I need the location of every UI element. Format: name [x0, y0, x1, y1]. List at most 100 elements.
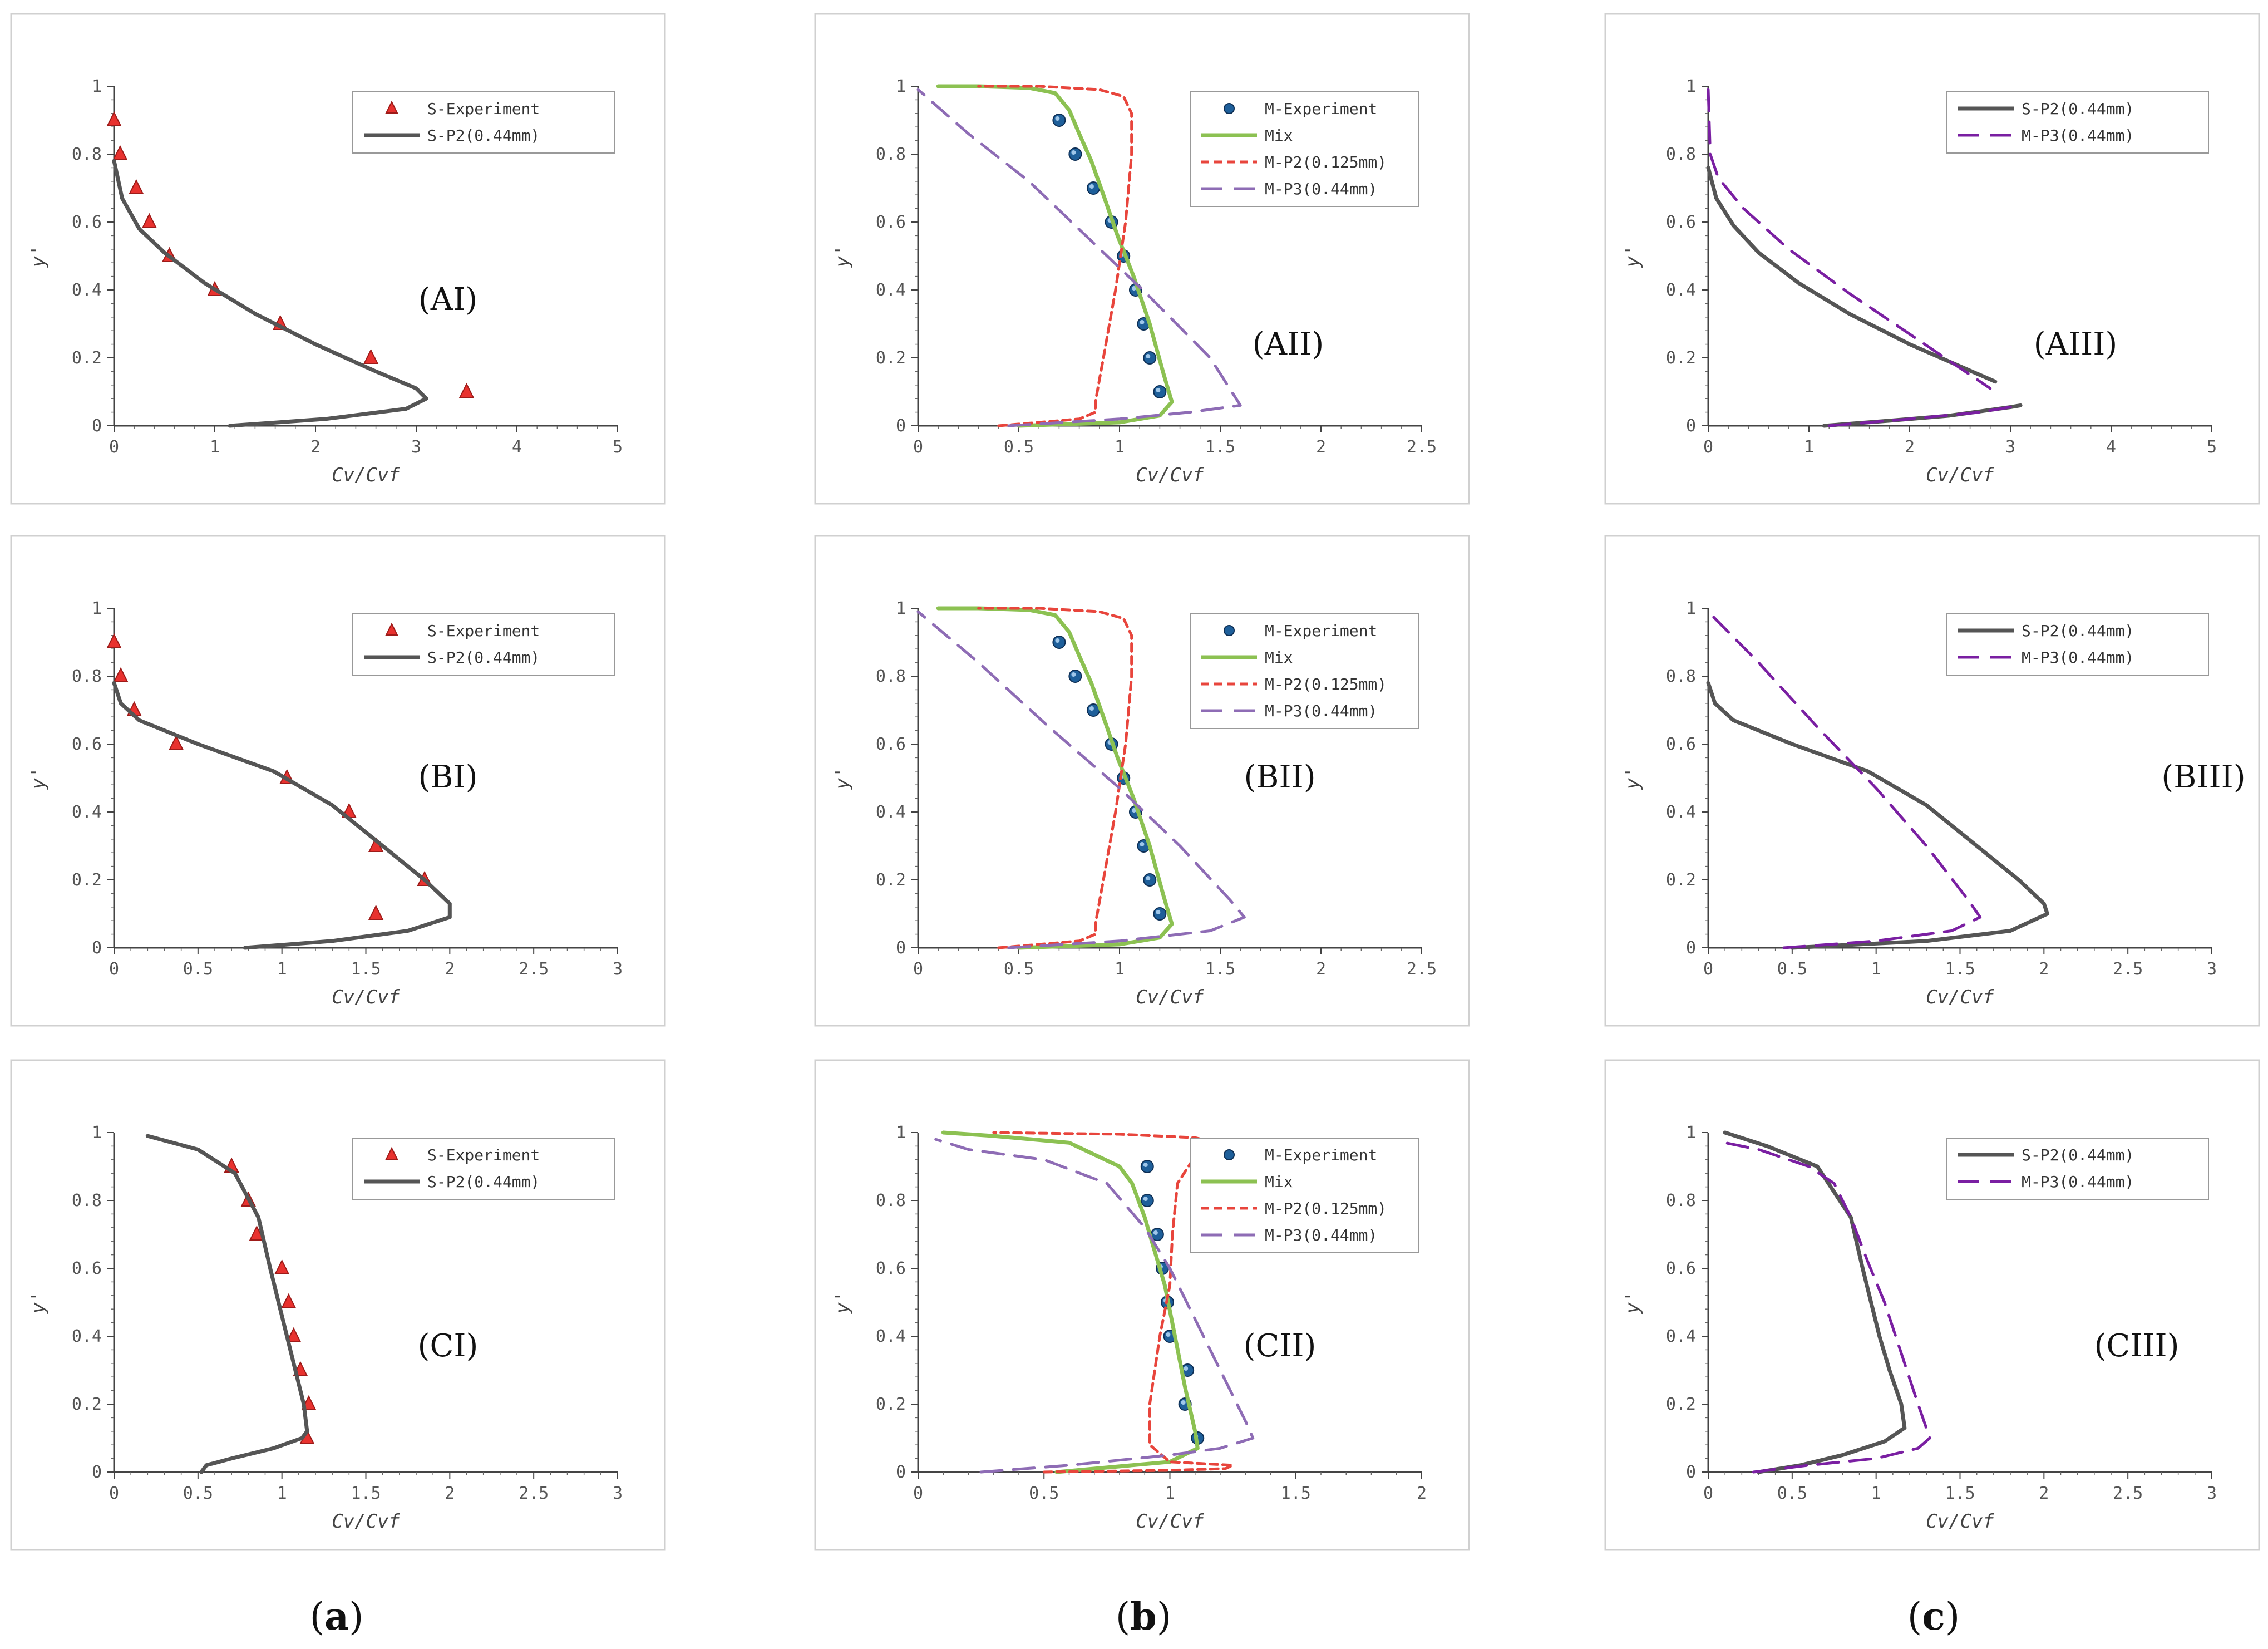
y-tick-label: 0.2 — [876, 1395, 906, 1414]
data-point-triangle — [368, 904, 384, 920]
y-tick-label: 0.8 — [72, 1191, 102, 1210]
x-tick-label: 3 — [613, 1484, 623, 1503]
y-axis-label: y' — [27, 767, 50, 790]
y-tick-label: 1 — [1686, 77, 1696, 96]
y-tick-label: 1 — [92, 599, 102, 618]
data-point-highlight — [1071, 672, 1076, 677]
data-point-highlight — [1131, 286, 1136, 291]
panel-tag: (CIII) — [2094, 1328, 2180, 1364]
legend-label: M-Experiment — [1265, 622, 1377, 640]
legend: M-Experiment Mix M-P2(0.125mm) M-P3(0.44mm) — [1190, 91, 1419, 207]
legend-label: M-P3(0.44mm) — [1265, 1226, 1377, 1244]
chart-panel-ci: 0 0.5 1 1.5 2 2.5 3 0 0.2 0.4 0.6 0.8 1 Cv/Cvf y' S-Exp… — [10, 1059, 666, 1551]
y-tick-label: 0.4 — [72, 1327, 102, 1346]
series-line-s-p2-0-44mm- — [145, 1134, 309, 1474]
legend-label: S-P2(0.44mm) — [427, 648, 540, 667]
x-tick-label: 1 — [1115, 959, 1125, 979]
y-tick-label: 0.8 — [72, 667, 102, 686]
data-point-circle — [1068, 670, 1082, 683]
x-tick-label: 2 — [2039, 959, 2049, 979]
x-tick-label: 1 — [277, 1484, 287, 1503]
data-point-triangle — [458, 382, 475, 398]
panel-frame — [1604, 1059, 2260, 1551]
legend-label: S-P2(0.44mm) — [427, 1173, 540, 1191]
panel-frame — [10, 13, 666, 505]
x-tick-label: 0.5 — [183, 1484, 213, 1503]
legend-marker-triangle — [385, 1146, 398, 1160]
legend-label: S-P2(0.44mm) — [2022, 1146, 2134, 1164]
legend-label: M-P2(0.125mm) — [1265, 675, 1387, 693]
series-line-m-p3-0-44mm- — [1723, 1141, 1931, 1474]
legend-label: M-P2(0.125mm) — [1265, 153, 1387, 171]
y-tick-label: 1 — [92, 1123, 102, 1143]
y-tick-label: 0 — [1686, 416, 1696, 436]
y-tick-label: 0.8 — [1666, 667, 1696, 686]
data-point-highlight — [1181, 1400, 1186, 1405]
x-tick-label: 5 — [2207, 437, 2217, 457]
x-tick-label: 2.5 — [1407, 959, 1437, 979]
legend-marker-circle — [1224, 1149, 1235, 1160]
data-point-highlight — [1156, 910, 1161, 914]
x-tick-label: 2 — [310, 437, 321, 457]
x-tick-label: 2 — [1417, 1484, 1427, 1503]
x-axis-label: Cv/Cvf — [332, 986, 400, 1008]
legend-label: S-P2(0.44mm) — [2022, 100, 2134, 118]
data-point-triangle — [113, 667, 129, 682]
data-point-triangle — [106, 633, 122, 648]
x-axis-label: Cv/Cvf — [1926, 464, 1994, 486]
chart-panel-aiii: 0 1 2 3 4 5 0 0.2 0.4 0.6 0.8 1 Cv/Cvf y' S-P2(0.44mm)… — [1604, 13, 2260, 505]
x-tick-label: 3 — [411, 437, 421, 457]
x-tick-label: 4 — [2106, 437, 2116, 457]
x-tick-label: 1 — [1165, 1484, 1175, 1503]
panel-frame — [1604, 13, 2260, 505]
series-line-m-p3-0-44mm- — [916, 88, 1242, 427]
data-point-triangle — [106, 111, 122, 126]
data-point-highlight — [1071, 150, 1076, 155]
legend-box — [352, 1138, 615, 1200]
legend-box — [352, 613, 615, 676]
x-tick-label: 3 — [613, 959, 623, 979]
y-tick-label: 1 — [896, 77, 906, 96]
y-tick-label: 0.4 — [876, 1327, 906, 1346]
x-tick-label: 3 — [2005, 437, 2015, 457]
y-tick-label: 0.8 — [1666, 145, 1696, 164]
y-tick-label: 0 — [896, 1463, 906, 1482]
x-tick-label: 4 — [512, 437, 522, 457]
y-tick-label: 1 — [92, 77, 102, 96]
y-tick-label: 0.2 — [1666, 870, 1696, 890]
legend-label: M-P3(0.44mm) — [2022, 648, 2134, 667]
x-tick-label: 0 — [109, 437, 119, 457]
panel-frame — [814, 1059, 1470, 1551]
x-tick-label: 1 — [277, 959, 287, 979]
series-line-m-p3-0-44mm- — [916, 610, 1246, 949]
x-tick-label: 1.5 — [1945, 959, 1975, 979]
y-tick-label: 1 — [896, 1123, 906, 1143]
x-tick-label: 2.5 — [2113, 959, 2143, 979]
column-label-c: (c) — [1907, 1594, 1960, 1639]
legend-box — [1946, 1138, 2209, 1200]
data-point-highlight — [1143, 1163, 1148, 1167]
y-tick-label: 0.2 — [876, 870, 906, 890]
y-axis-label: y' — [831, 767, 854, 790]
x-tick-label: 1.5 — [1205, 437, 1235, 457]
y-tick-label: 1 — [896, 599, 906, 618]
x-tick-label: 0.5 — [1004, 437, 1034, 457]
x-tick-label: 2 — [1905, 437, 1915, 457]
legend: S-P2(0.44mm) M-P3(0.44mm) — [1946, 1138, 2209, 1200]
data-point-triangle — [112, 145, 128, 160]
y-tick-label: 0.6 — [1666, 735, 1696, 754]
y-tick-label: 0.4 — [1666, 280, 1696, 300]
x-tick-label: 2.5 — [2113, 1484, 2143, 1503]
legend: M-Experiment Mix M-P2(0.125mm) M-P3(0.44mm) — [1190, 1138, 1419, 1253]
legend-label: S-P2(0.44mm) — [2022, 622, 2134, 640]
data-point-circle — [1140, 1160, 1154, 1173]
y-tick-label: 0.2 — [72, 348, 102, 368]
panel-tag: (CI) — [418, 1328, 479, 1364]
y-axis-label: y' — [1621, 767, 1644, 790]
x-tick-label: 1 — [1871, 1484, 1881, 1503]
x-tick-label: 2 — [1316, 437, 1326, 457]
data-point-circle — [1153, 907, 1167, 921]
x-tick-label: 1.5 — [1281, 1484, 1311, 1503]
data-point-highlight — [1055, 116, 1060, 121]
legend-label: M-P2(0.125mm) — [1265, 1199, 1387, 1218]
